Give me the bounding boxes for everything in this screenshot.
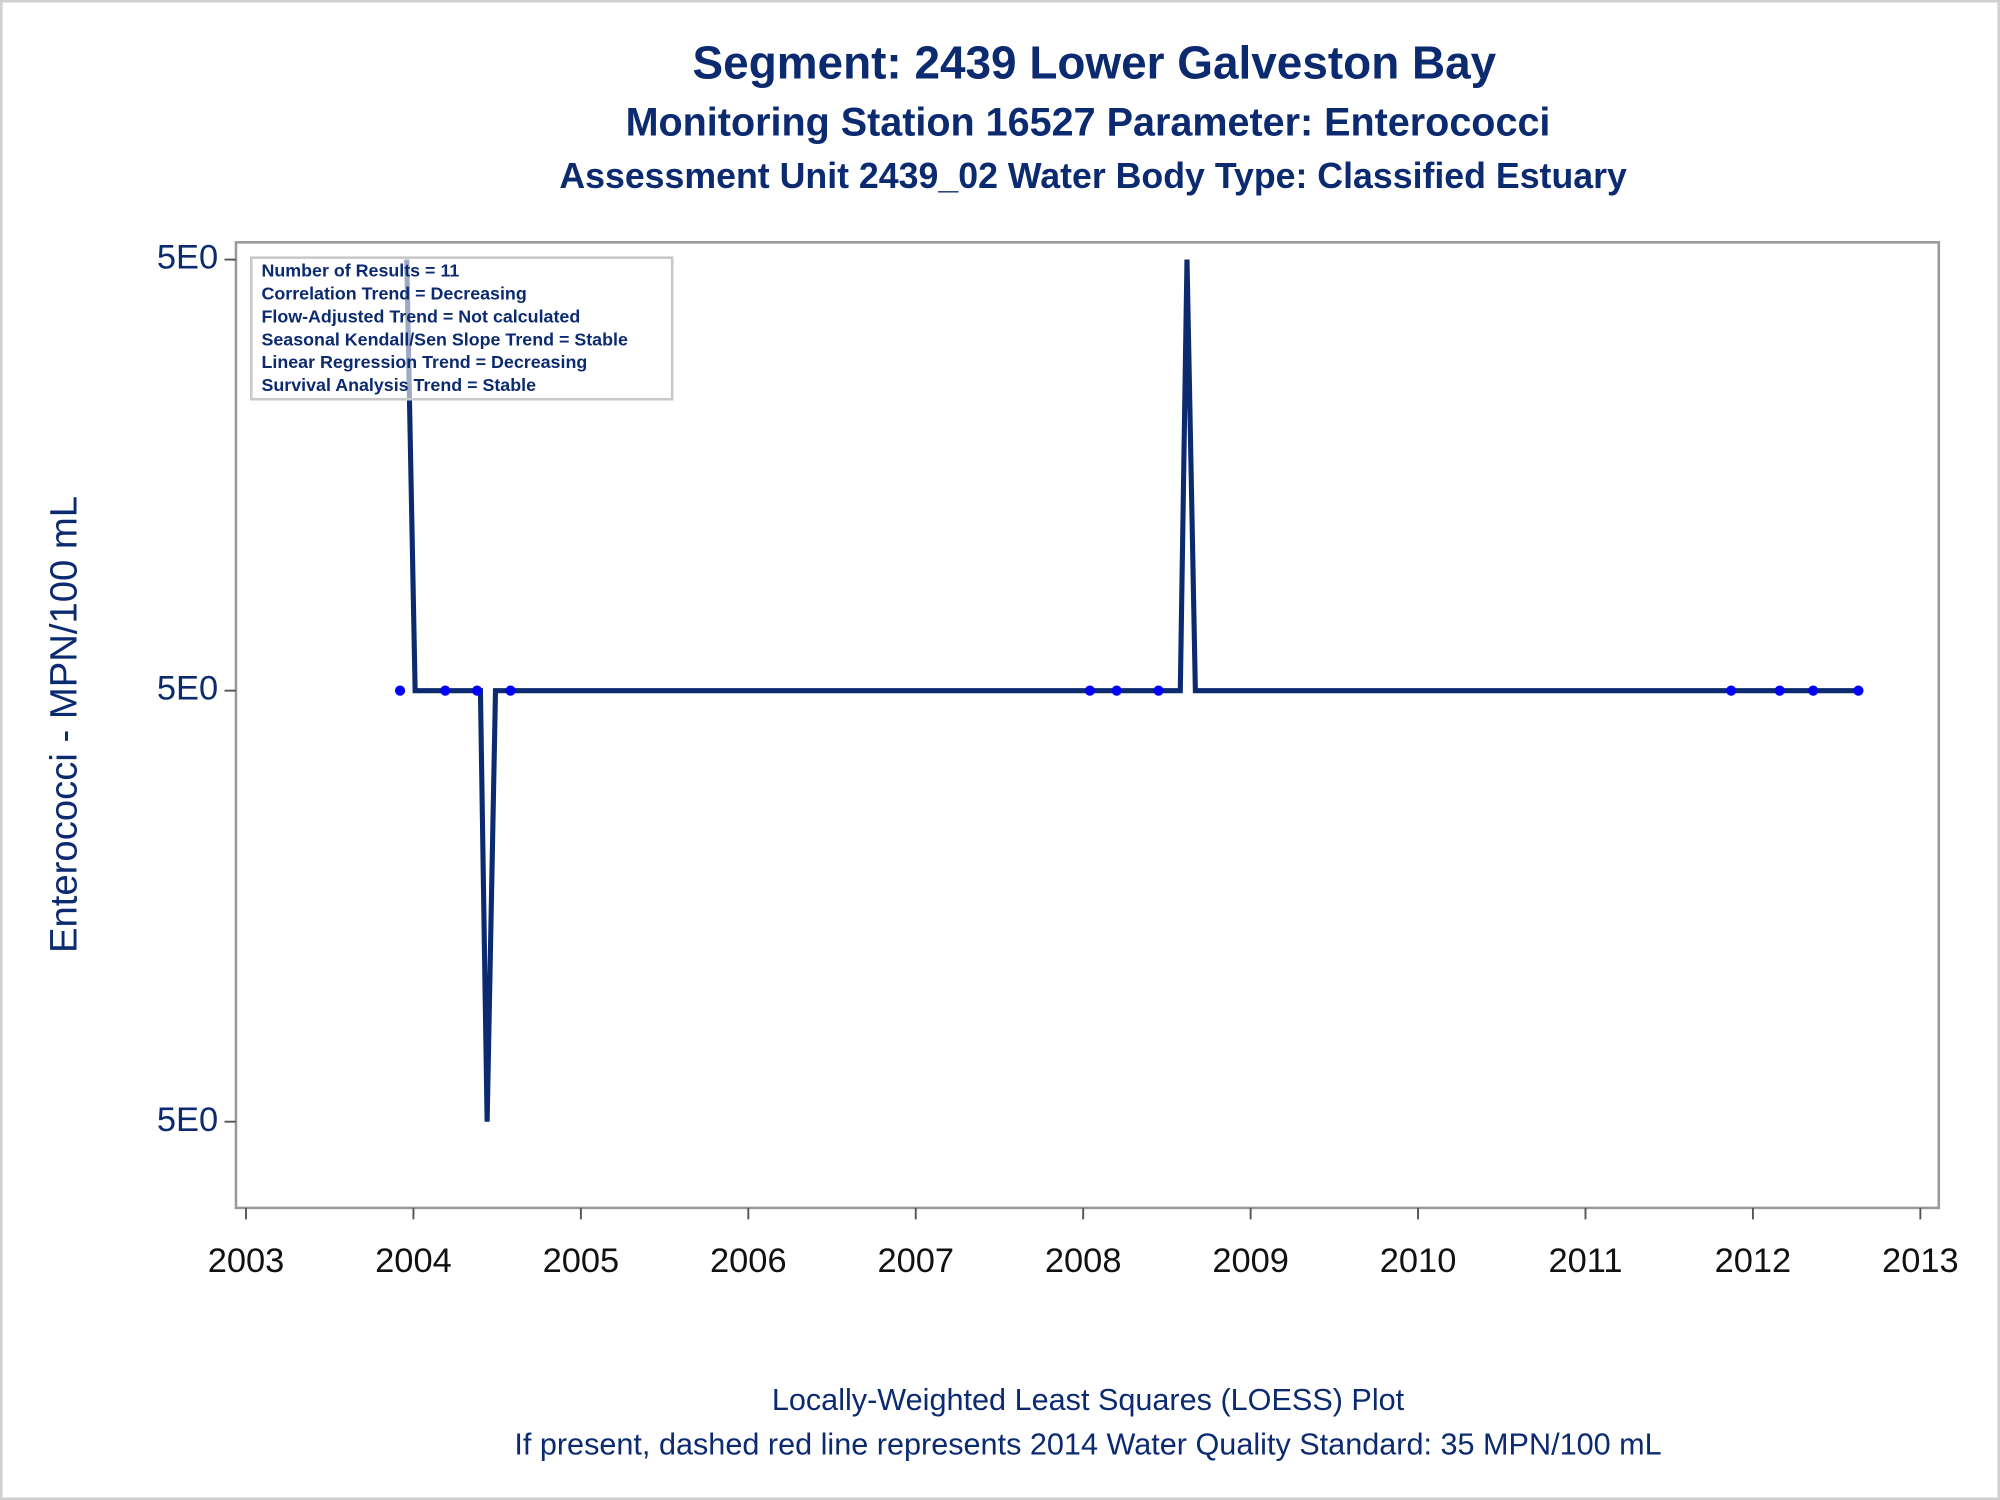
x-tick-label: 2010	[1380, 1242, 1457, 1280]
x-tick-label: 2007	[877, 1242, 954, 1280]
data-point	[1853, 685, 1864, 696]
annotation-line: Number of Results = 11	[261, 260, 459, 280]
data-point	[505, 685, 516, 696]
annotation-line: Survival Analysis Trend = Stable	[261, 375, 536, 395]
chart-subtitle: Monitoring Station 16527 Parameter: Ente…	[626, 100, 1551, 144]
y-tick-label: 5E0	[157, 1101, 218, 1139]
annotation-line: Seasonal Kendall/Sen Slope Trend = Stabl…	[261, 329, 627, 349]
annotation-line: Flow-Adjusted Trend = Not calculated	[261, 306, 580, 326]
annotation-line: Correlation Trend = Decreasing	[261, 283, 526, 303]
annotation-line: Linear Regression Trend = Decreasing	[261, 352, 587, 372]
x-tick-label: 2005	[543, 1242, 620, 1280]
data-point	[1084, 685, 1095, 696]
chart-title: Segment: 2439 Lower Galveston Bay	[693, 36, 1497, 88]
y-tick-label: 5E0	[157, 239, 218, 277]
y-tick-label: 5E0	[157, 670, 218, 708]
plot-frame	[234, 241, 1941, 1210]
footnote: If present, dashed red line represents 2…	[514, 1428, 1661, 1462]
data-point	[1153, 685, 1164, 696]
data-point	[1111, 685, 1122, 696]
data-point	[1774, 685, 1785, 696]
loess-line	[404, 259, 1859, 1122]
chart-subtitle: Assessment Unit 2439_02 Water Body Type:…	[559, 156, 1627, 196]
data-point	[471, 685, 483, 696]
y-axis-label: Enterococci - MPN/100 mL	[42, 496, 85, 953]
x-tick-label: 2011	[1548, 1242, 1622, 1280]
x-tick-label: 2012	[1715, 1242, 1792, 1280]
x-tick-label: 2003	[208, 1242, 285, 1280]
footnote: Locally-Weighted Least Squares (LOESS) P…	[772, 1383, 1405, 1417]
data-point	[1808, 685, 1819, 696]
data-point	[1726, 685, 1737, 696]
annotation-box	[250, 256, 674, 401]
x-tick-label: 2013	[1882, 1242, 1959, 1280]
x-tick-label: 2006	[710, 1242, 787, 1280]
data-point	[440, 685, 451, 696]
x-tick-label: 2008	[1045, 1242, 1122, 1280]
x-tick-label: 2009	[1212, 1242, 1289, 1280]
data-point	[394, 685, 406, 696]
x-tick-label: 2004	[375, 1242, 452, 1280]
